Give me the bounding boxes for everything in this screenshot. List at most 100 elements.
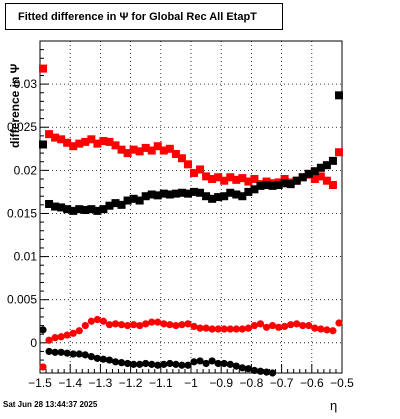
data-point-square (147, 146, 156, 155)
data-point-square (183, 160, 192, 169)
data-point-circle (274, 323, 283, 331)
data-point-square (57, 203, 66, 212)
data-point-square (208, 174, 217, 183)
data-point-circle (130, 321, 138, 329)
data-point-circle (293, 320, 301, 328)
data-point-square (159, 189, 168, 198)
data-point-square (69, 142, 78, 151)
data-point-circle (172, 360, 180, 368)
data-point-square (93, 139, 102, 148)
data-point-square (304, 169, 313, 178)
data-point-square (220, 192, 229, 201)
data-point-circle (232, 325, 240, 333)
data-point-circle (178, 361, 186, 369)
data-point-square (69, 206, 78, 215)
data-point-square (316, 172, 325, 181)
data-point-square (39, 140, 48, 149)
data-point-circle (244, 324, 252, 332)
data-point-circle (75, 327, 83, 335)
data-point-circle (178, 321, 186, 329)
x-tick-label: −0.6 (300, 376, 324, 390)
data-point-circle (305, 321, 313, 330)
data-point-square (238, 192, 247, 201)
data-point-square (165, 190, 174, 199)
data-point-circle (287, 321, 295, 329)
data-point-circle (311, 324, 319, 332)
data-point-square (147, 190, 156, 199)
data-point-circle (87, 353, 95, 361)
data-point-circle (299, 321, 307, 330)
data-point-circle (69, 329, 77, 337)
x-tick-label: −1.1 (149, 376, 173, 390)
data-point-square (334, 148, 343, 157)
data-point-circle (130, 360, 138, 368)
y-tick-label: 0.03 (14, 77, 38, 91)
data-point-circle (208, 357, 216, 365)
data-point-circle (184, 361, 192, 369)
data-point-circle (232, 362, 240, 370)
data-point-circle (111, 320, 120, 328)
data-point-circle (262, 323, 271, 331)
data-point-square (111, 141, 120, 150)
data-point-square (51, 133, 60, 142)
data-point-circle (190, 358, 198, 366)
data-point-circle (262, 368, 271, 376)
x-tick-label: −1.5 (28, 376, 52, 390)
data-point-circle (184, 320, 192, 328)
data-point-square (141, 143, 150, 152)
data-point-circle (268, 321, 277, 330)
data-point-circle (105, 356, 114, 364)
data-point-circle (123, 359, 132, 368)
data-point-square (105, 137, 114, 146)
data-point-square (63, 138, 72, 147)
data-point-square (45, 130, 54, 139)
data-point-circle (69, 350, 77, 358)
data-point-square (220, 176, 229, 185)
data-point-square (171, 189, 180, 198)
data-point-square (135, 196, 144, 205)
data-point-circle (123, 321, 132, 330)
data-point-circle (238, 364, 246, 372)
data-point-square (75, 139, 84, 148)
data-point-square (105, 201, 114, 210)
data-point-square (196, 188, 205, 197)
data-point-square (226, 173, 235, 182)
data-point-circle (317, 325, 325, 333)
data-point-circle (57, 333, 65, 341)
data-point-circle (87, 317, 95, 325)
data-point-circle (190, 322, 198, 331)
data-point-square (298, 173, 307, 182)
data-point-circle (250, 321, 259, 330)
data-point-square (129, 145, 138, 154)
data-point-square (256, 181, 265, 190)
data-point-square (232, 190, 241, 199)
data-point-circle (148, 318, 156, 326)
data-point-circle (268, 369, 277, 377)
data-point-circle (226, 325, 234, 333)
chart-title-box: Fitted difference in Ψ for Global Rec Al… (5, 3, 283, 30)
data-point-circle (142, 320, 150, 328)
data-point-square (57, 135, 66, 144)
y-axis-label: difference in Ψ (8, 63, 22, 148)
x-tick-label: −0.8 (240, 376, 264, 390)
data-point-square (177, 154, 186, 163)
data-point-circle (214, 325, 222, 333)
data-point-square (310, 167, 319, 176)
data-point-square (280, 179, 289, 188)
data-point-circle (51, 334, 59, 342)
data-point-square (75, 205, 84, 214)
tick-layer: −1.5 −1.4 −1.3 −1.2 −1.1 −1 −0.9 −0.8 −0.7 −0.6 −0… (7, 49, 354, 390)
data-point-circle (281, 322, 289, 331)
data-point-square (81, 206, 90, 215)
data-point-square (171, 149, 180, 158)
y-tick-label: 0.005 (7, 293, 37, 307)
data-point-circle (142, 359, 150, 368)
data-point-circle (256, 367, 265, 375)
data-point-circle (45, 336, 53, 344)
data-point-circle (202, 359, 210, 368)
data-point-circle (45, 347, 53, 356)
marker-layer (39, 64, 343, 377)
chart-title: Fitted difference in Ψ for Global Rec Al… (18, 10, 257, 23)
